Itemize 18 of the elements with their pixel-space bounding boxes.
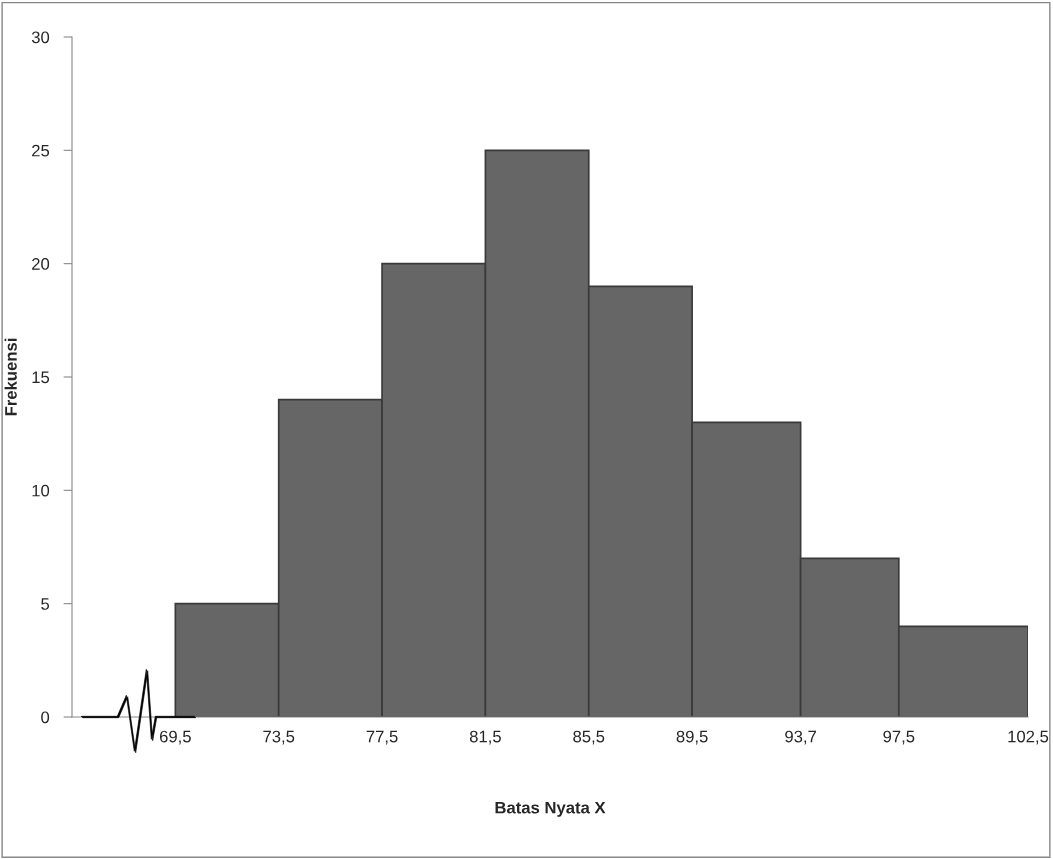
x-tick-label: 81,5 bbox=[469, 730, 501, 745]
y-tick-label: 5 bbox=[41, 598, 50, 610]
x-axis-title: Batas Nyata X bbox=[495, 801, 606, 817]
y-tick-label: 30 bbox=[31, 31, 50, 44]
x-tick-label: 69,5 bbox=[159, 730, 191, 745]
x-tick-label: 93,7 bbox=[785, 730, 817, 745]
x-tick-label: 85,5 bbox=[573, 730, 605, 745]
y-tick-label: 15 bbox=[32, 371, 50, 384]
x-tick-label: 97,5 bbox=[883, 730, 915, 745]
y-axis-title: Frekuensi bbox=[4, 338, 17, 416]
y-tick-label: 25 bbox=[32, 144, 50, 157]
x-tick-label: 73,5 bbox=[263, 730, 295, 745]
y-tick-label: 0 bbox=[41, 711, 50, 724]
y-tick-label: 20 bbox=[32, 258, 50, 270]
x-tick-label: 77,5 bbox=[366, 730, 398, 745]
x-tick-label: 89,5 bbox=[676, 730, 708, 745]
y-tick-label: 10 bbox=[32, 484, 50, 497]
x-tick-label: 102,5 bbox=[1008, 730, 1049, 745]
